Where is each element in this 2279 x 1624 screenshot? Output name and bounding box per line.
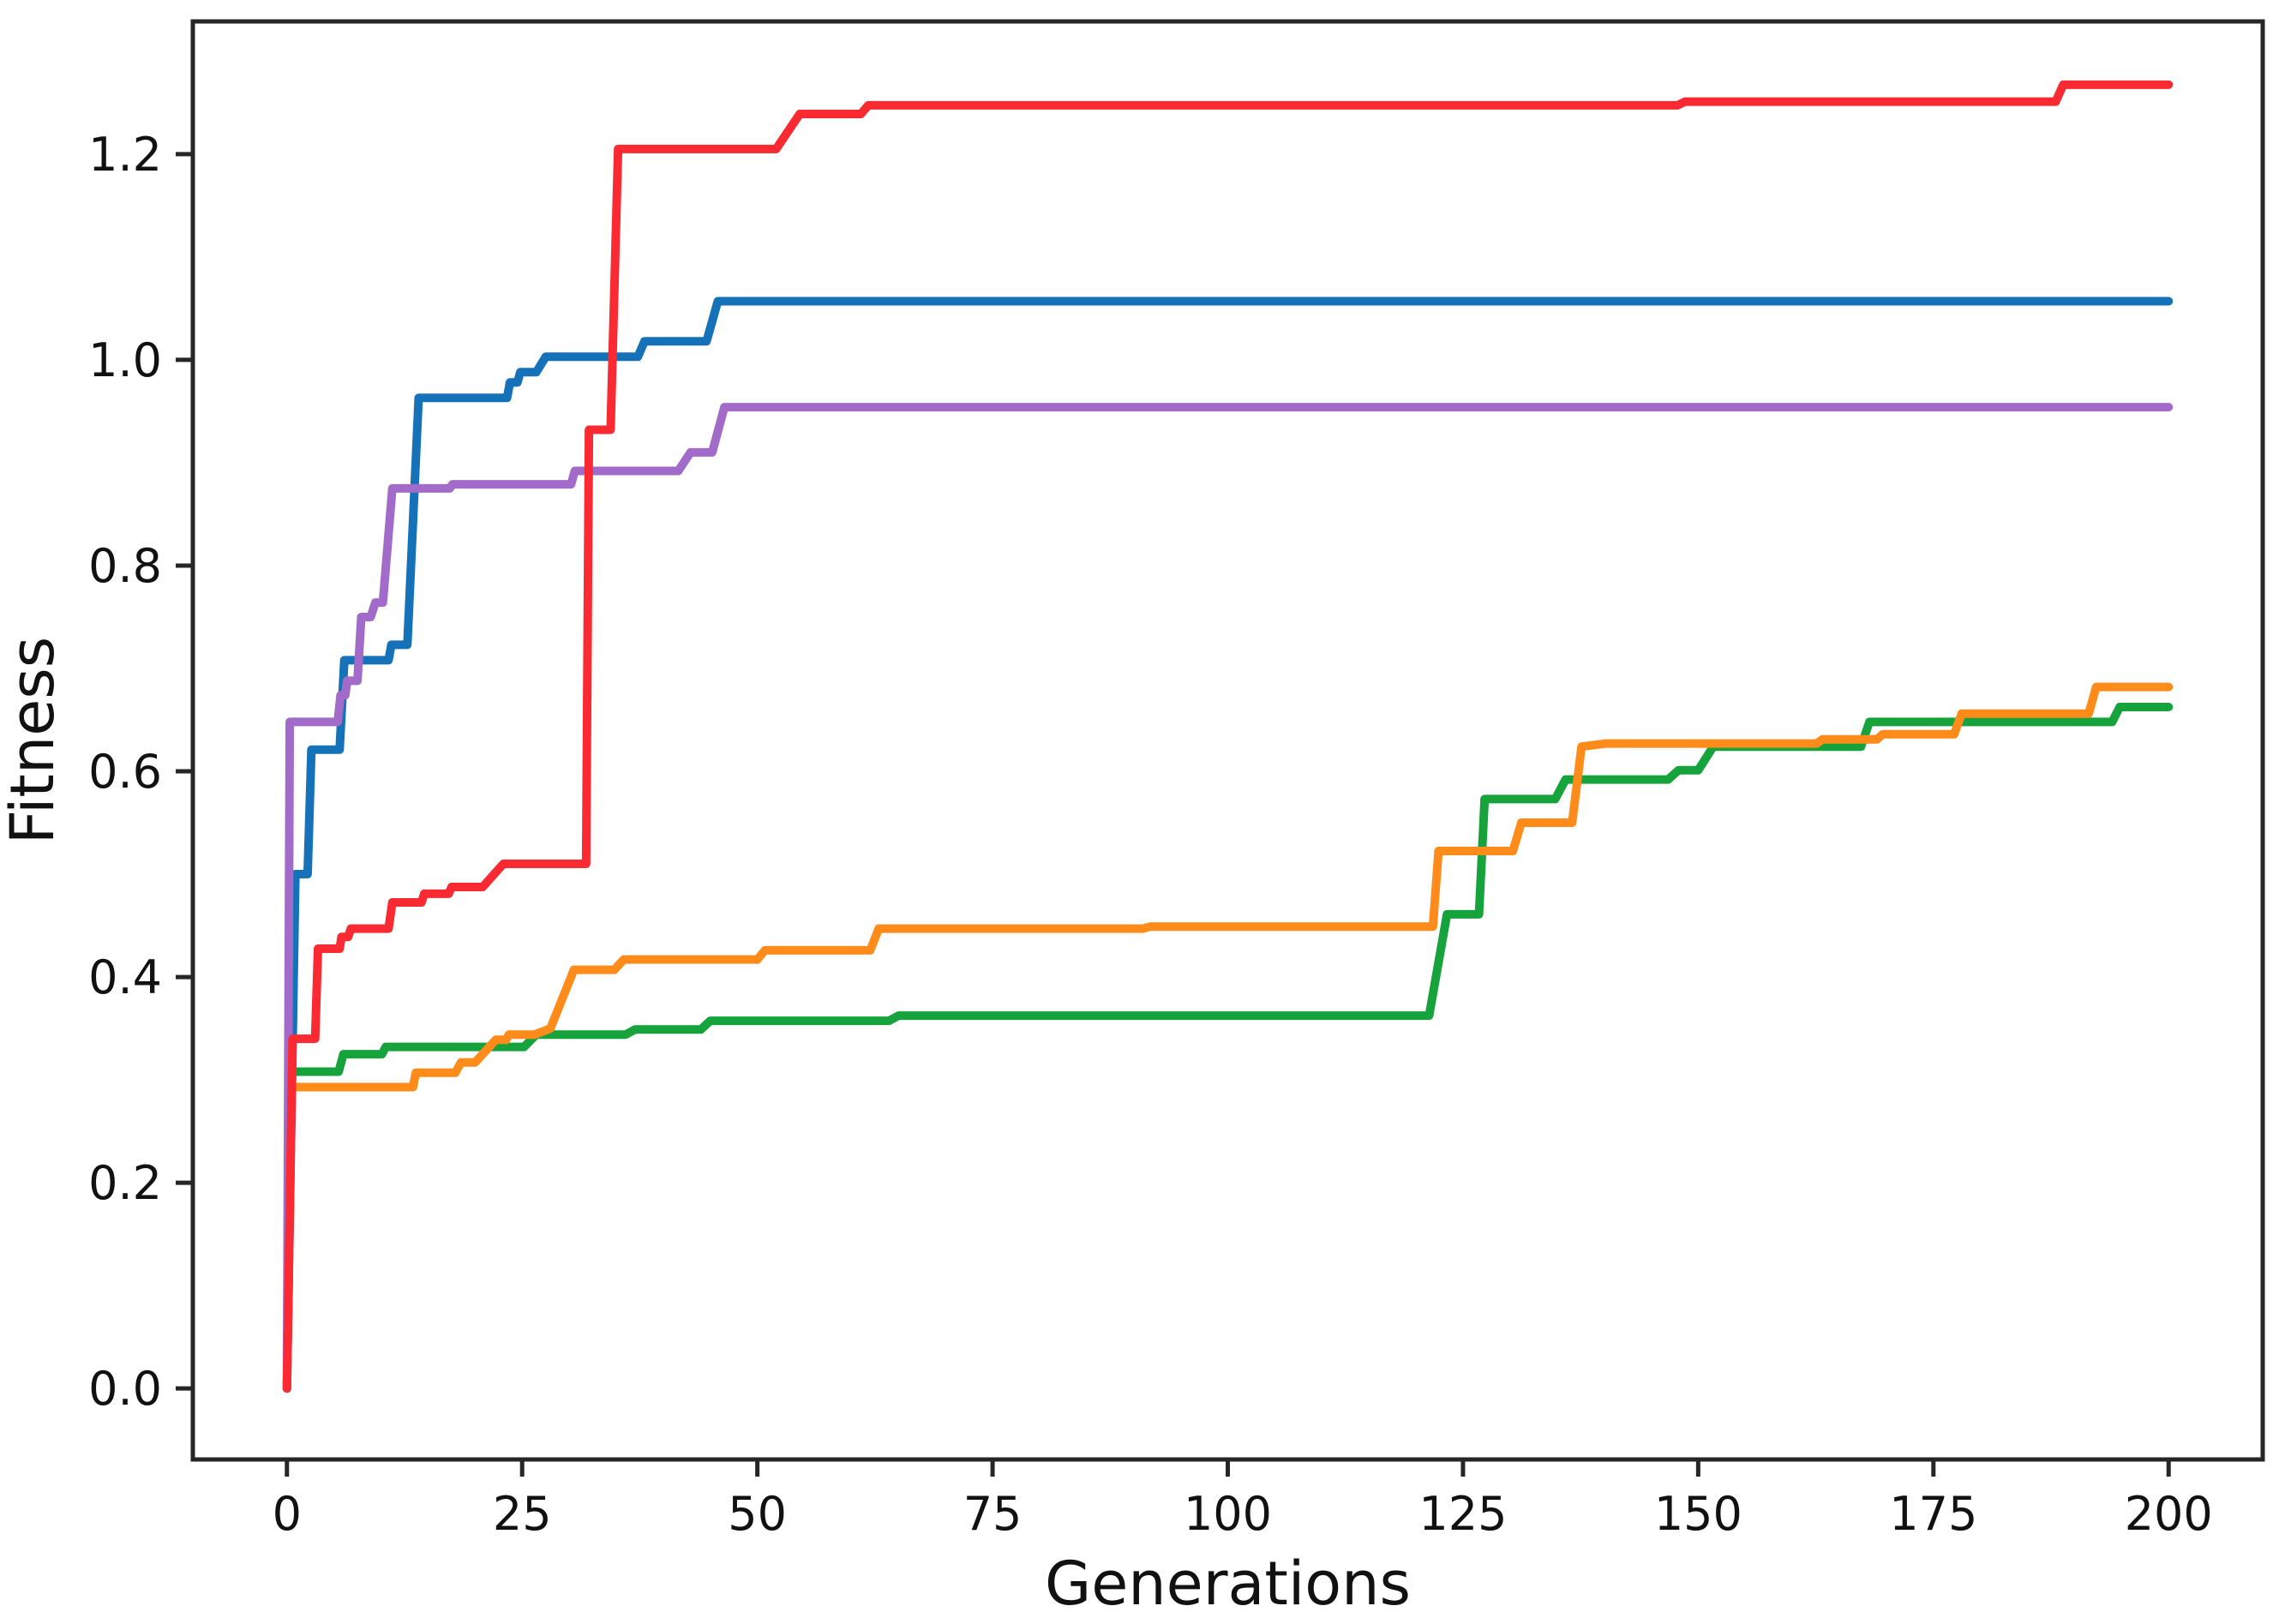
series-line-blue [282, 297, 2174, 1393]
y-tick-label: 0.4 [88, 950, 162, 1004]
series-line-orange [282, 682, 2174, 1393]
series-line-green [282, 702, 2174, 1393]
series-line-red [282, 80, 2174, 1393]
x-tick-label: 25 [493, 1487, 552, 1541]
y-tick-label: 0.2 [88, 1156, 162, 1210]
y-tick-label: 0.0 [88, 1362, 162, 1416]
y-tick-label: 0.8 [88, 539, 162, 593]
x-tick-label: 75 [963, 1487, 1023, 1541]
x-tick-label: 150 [1654, 1487, 1742, 1541]
y-tick-label: 0.6 [88, 745, 162, 799]
x-axis-label: Generations [1045, 1549, 1411, 1619]
axis-ticks [176, 152, 2171, 1477]
y-tick-label: 1.2 [88, 128, 162, 182]
series-lines [282, 80, 2174, 1393]
series-line-purple [282, 403, 2174, 1393]
x-tick-label: 50 [728, 1487, 787, 1541]
y-tick-label: 1.0 [88, 333, 162, 387]
x-tick-label: 0 [273, 1487, 302, 1541]
x-tick-label: 100 [1184, 1487, 1272, 1541]
x-tick-label: 200 [2125, 1487, 2213, 1541]
y-axis-label: Fitness [0, 637, 68, 844]
axis-tick-labels: 0 25 50 75 100 125 150 175 200 0.0 0.2 0.4 0.6 0.8 1.0… [88, 128, 2213, 1541]
x-tick-label: 175 [1889, 1487, 1977, 1541]
plot-area-border [190, 19, 2265, 1462]
x-tick-label: 125 [1418, 1487, 1507, 1541]
